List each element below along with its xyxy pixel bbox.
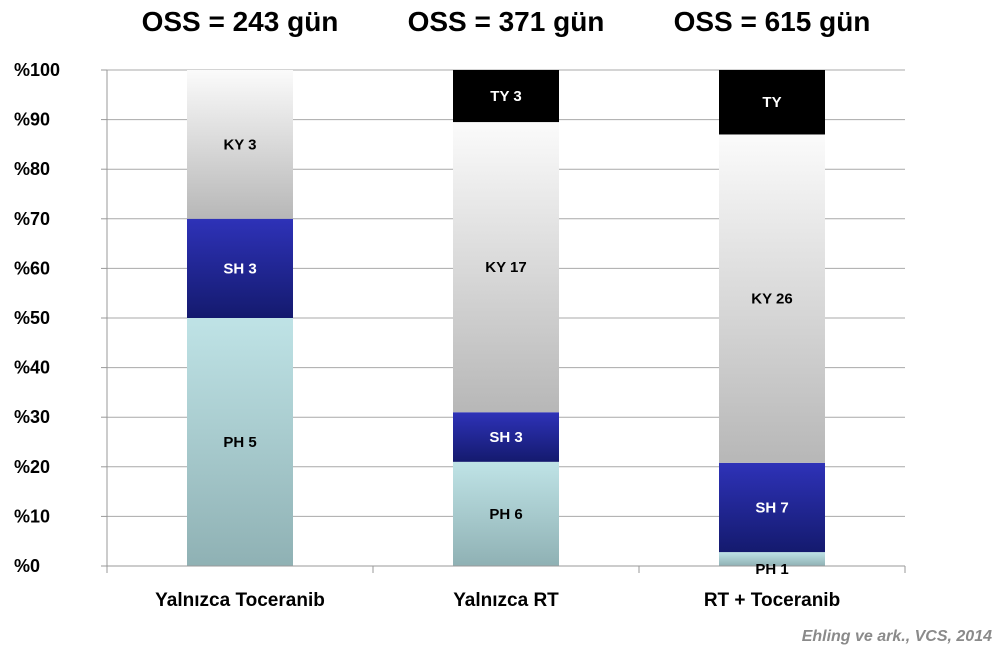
bar-segment-sh <box>453 412 559 462</box>
citation-text: Ehling ve ark., VCS, 2014 <box>802 628 992 645</box>
y-tick-label: %20 <box>14 457 50 477</box>
bar-segment-ph <box>187 318 293 566</box>
segment-label: PH 1 <box>755 561 788 578</box>
y-tick-label: %0 <box>14 556 40 576</box>
oss-header: OSS = 371 gün <box>408 6 605 37</box>
y-tick-label: %100 <box>14 60 60 80</box>
segment-label: PH 6 <box>489 506 522 523</box>
bar-segment-ty <box>719 70 825 135</box>
y-tick-label: %10 <box>14 506 50 526</box>
x-tick-label: Yalnızca Toceranib <box>155 590 325 611</box>
y-tick-label: %30 <box>14 407 50 427</box>
y-tick-label: %70 <box>14 209 50 229</box>
x-tick-label: Yalnızca RT <box>453 590 559 611</box>
axes: %0 %10 %20 %30 %40 %50 %60 %70 %80 %90 %100 <box>14 60 906 576</box>
segment-label: TY <box>762 94 781 111</box>
labels: PH 5 SH 3 KY 3 Yalnızca Toceranib OSS = 243 … <box>142 6 993 645</box>
oss-header: OSS = 243 gün <box>142 6 339 37</box>
x-tick-label: RT + Toceranib <box>704 590 840 611</box>
bar-segment-sh <box>187 218 293 318</box>
segment-label: SH 7 <box>755 499 788 516</box>
y-tick-label: %90 <box>14 110 50 130</box>
segment-label: KY 3 <box>223 136 256 153</box>
y-tick-label: %80 <box>14 159 50 179</box>
segment-label: KY 17 <box>485 259 526 276</box>
bar-segment-ty <box>453 70 559 123</box>
y-tick-label: %60 <box>14 258 50 278</box>
bar-segment-ky <box>187 70 293 219</box>
oss-header: OSS = 615 gün <box>674 6 871 37</box>
segment-label: KY 26 <box>751 291 792 308</box>
y-tick-label: %40 <box>14 358 50 378</box>
segment-label: PH 5 <box>223 434 256 451</box>
bar-segment-ky <box>453 122 559 413</box>
segment-label: SH 3 <box>489 429 522 446</box>
segment-label: TY 3 <box>490 88 521 105</box>
bar-segment-ph <box>719 552 825 566</box>
y-tick-label: %50 <box>14 308 50 328</box>
bar-segment-ky <box>719 134 825 463</box>
segment-label: SH 3 <box>223 260 256 277</box>
bars <box>187 70 825 566</box>
bar-segment-ph <box>453 461 559 566</box>
bar-segment-sh <box>719 462 825 553</box>
